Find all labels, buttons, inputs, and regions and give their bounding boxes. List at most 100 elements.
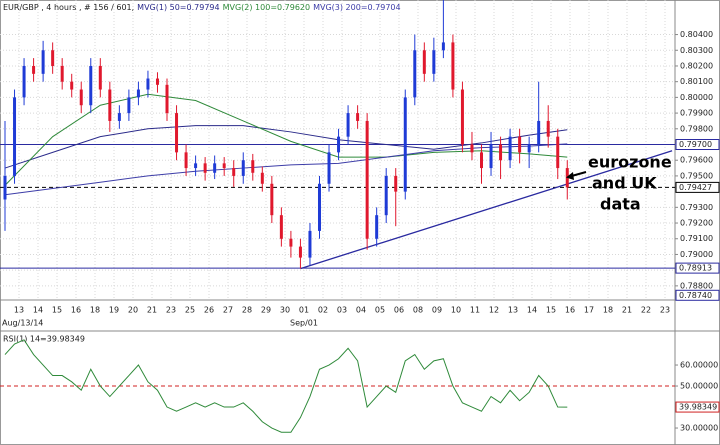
x-tick-label: 18 xyxy=(90,306,100,315)
y-tick-label: 0.80200 xyxy=(680,61,713,70)
y-tick-label: 0.79800 xyxy=(680,124,713,133)
candle-body xyxy=(22,65,26,98)
candle-body xyxy=(232,168,236,176)
moving-average xyxy=(4,125,568,169)
y-tick-label: 0.80300 xyxy=(680,46,713,55)
x-tick-label: 23 xyxy=(166,306,176,315)
legend-entry: MVG(1) 50=0.79794 xyxy=(137,3,219,12)
candle-body xyxy=(413,50,417,98)
candle-body xyxy=(499,144,503,161)
candle-body xyxy=(460,89,464,145)
x-tick-label: 01 xyxy=(299,306,309,315)
x-tick-label: 13 xyxy=(508,306,518,315)
x-tick-label: 21 xyxy=(622,306,632,315)
candle-body xyxy=(41,50,45,74)
candle-body xyxy=(308,230,312,258)
candle-body xyxy=(60,65,64,82)
level-box xyxy=(675,181,720,193)
candle-body xyxy=(222,163,226,169)
rsi-tick-label: 30.00000 xyxy=(680,424,718,433)
candle-body xyxy=(422,50,426,74)
rsi-label: RSI(1) 14=39.98349 xyxy=(3,335,85,344)
x-tick-label: 08 xyxy=(413,306,423,315)
y-tick-label: 0.78800 xyxy=(680,281,713,290)
rsi-tick-label: 60.00000 xyxy=(680,361,718,370)
rsi-tick-label: 50.00000 xyxy=(680,382,718,391)
x-tick-label: 29 xyxy=(261,306,271,315)
candle-body xyxy=(289,238,293,247)
rsi-line xyxy=(4,339,568,433)
level-box xyxy=(675,139,720,151)
annotation: eurozone xyxy=(588,153,672,172)
x-tick-label: 14 xyxy=(527,306,537,315)
price-panel xyxy=(0,0,675,270)
candle-body xyxy=(136,89,140,98)
x-tick-label: 12 xyxy=(489,306,499,315)
candle-body xyxy=(184,152,188,169)
x-tick-label: 23 xyxy=(660,306,670,315)
candle-body xyxy=(527,144,531,153)
x-tick-label: 02 xyxy=(318,306,328,315)
candle-body xyxy=(365,120,369,239)
level-label: 0.79700 xyxy=(679,140,712,149)
x-tick-label: 26 xyxy=(204,306,214,315)
annotation: data xyxy=(600,195,641,214)
level-label: 0.78740 xyxy=(679,291,712,300)
candle-body xyxy=(384,175,388,216)
x-tick-label: 19 xyxy=(109,306,119,315)
rsi-current-label: 39.98349 xyxy=(679,403,717,412)
x-tick-label: 22 xyxy=(641,306,651,315)
x-tick-label: 11 xyxy=(470,306,480,315)
candle-body xyxy=(127,97,131,114)
level-label: 0.78913 xyxy=(679,264,712,273)
candle-body xyxy=(375,215,379,239)
x-tick-label: 13 xyxy=(14,306,24,315)
candle-body xyxy=(251,160,255,173)
candle-body xyxy=(213,163,217,173)
y-tick-label: 0.80400 xyxy=(680,30,713,39)
trendline xyxy=(300,150,673,270)
x-tick-label: 16 xyxy=(71,306,81,315)
x-tick-label: 15 xyxy=(546,306,556,315)
x-tick-label: 27 xyxy=(223,306,233,315)
x-tick-label: 03 xyxy=(337,306,347,315)
header-symbol: EUR/GBP , 4 hours , # 156 / 601, xyxy=(3,3,134,12)
level-box xyxy=(675,289,720,301)
x-tick-label: 15 xyxy=(52,306,62,315)
header: EUR/GBP , 4 hours , # 156 / 601, MVG(1) 5… xyxy=(3,3,401,12)
y-tick-label: 0.79000 xyxy=(680,250,713,259)
candle-body xyxy=(175,113,179,153)
x-tick-label: 20 xyxy=(128,306,138,315)
candle-body xyxy=(441,42,445,51)
x-tick-label: 21 xyxy=(147,306,157,315)
candle-body xyxy=(241,160,245,176)
candle-body xyxy=(155,78,159,85)
grid xyxy=(0,0,675,300)
candle-body xyxy=(89,65,93,106)
x-tick-label: 25 xyxy=(185,306,195,315)
x-tick-label: 10 xyxy=(451,306,461,315)
x-tick-label: 16 xyxy=(565,306,575,315)
y-tick-label: 0.80000 xyxy=(680,93,713,102)
x-tick-label: 14 xyxy=(33,306,43,315)
candle-body xyxy=(556,136,560,169)
candle-body xyxy=(346,113,350,137)
candle-body xyxy=(3,175,7,200)
candle-body xyxy=(260,172,264,184)
candle-body xyxy=(451,42,455,90)
legend-entry: MVG(3) 200=0.79704 xyxy=(313,3,401,12)
x-tick-label: 05 xyxy=(375,306,385,315)
candle-body xyxy=(327,152,331,184)
x-tick-label: 06 xyxy=(394,306,404,315)
annotation-arrowhead xyxy=(566,172,574,180)
candle-body xyxy=(537,120,541,145)
candle-body xyxy=(489,144,493,169)
x-tick-label: 18 xyxy=(603,306,613,315)
y-tick-label: 0.79100 xyxy=(680,234,713,243)
candle-body xyxy=(470,144,474,153)
candle-body xyxy=(298,246,302,258)
candle-body xyxy=(317,183,321,231)
candle-body xyxy=(13,97,17,176)
candle-body xyxy=(279,215,283,239)
